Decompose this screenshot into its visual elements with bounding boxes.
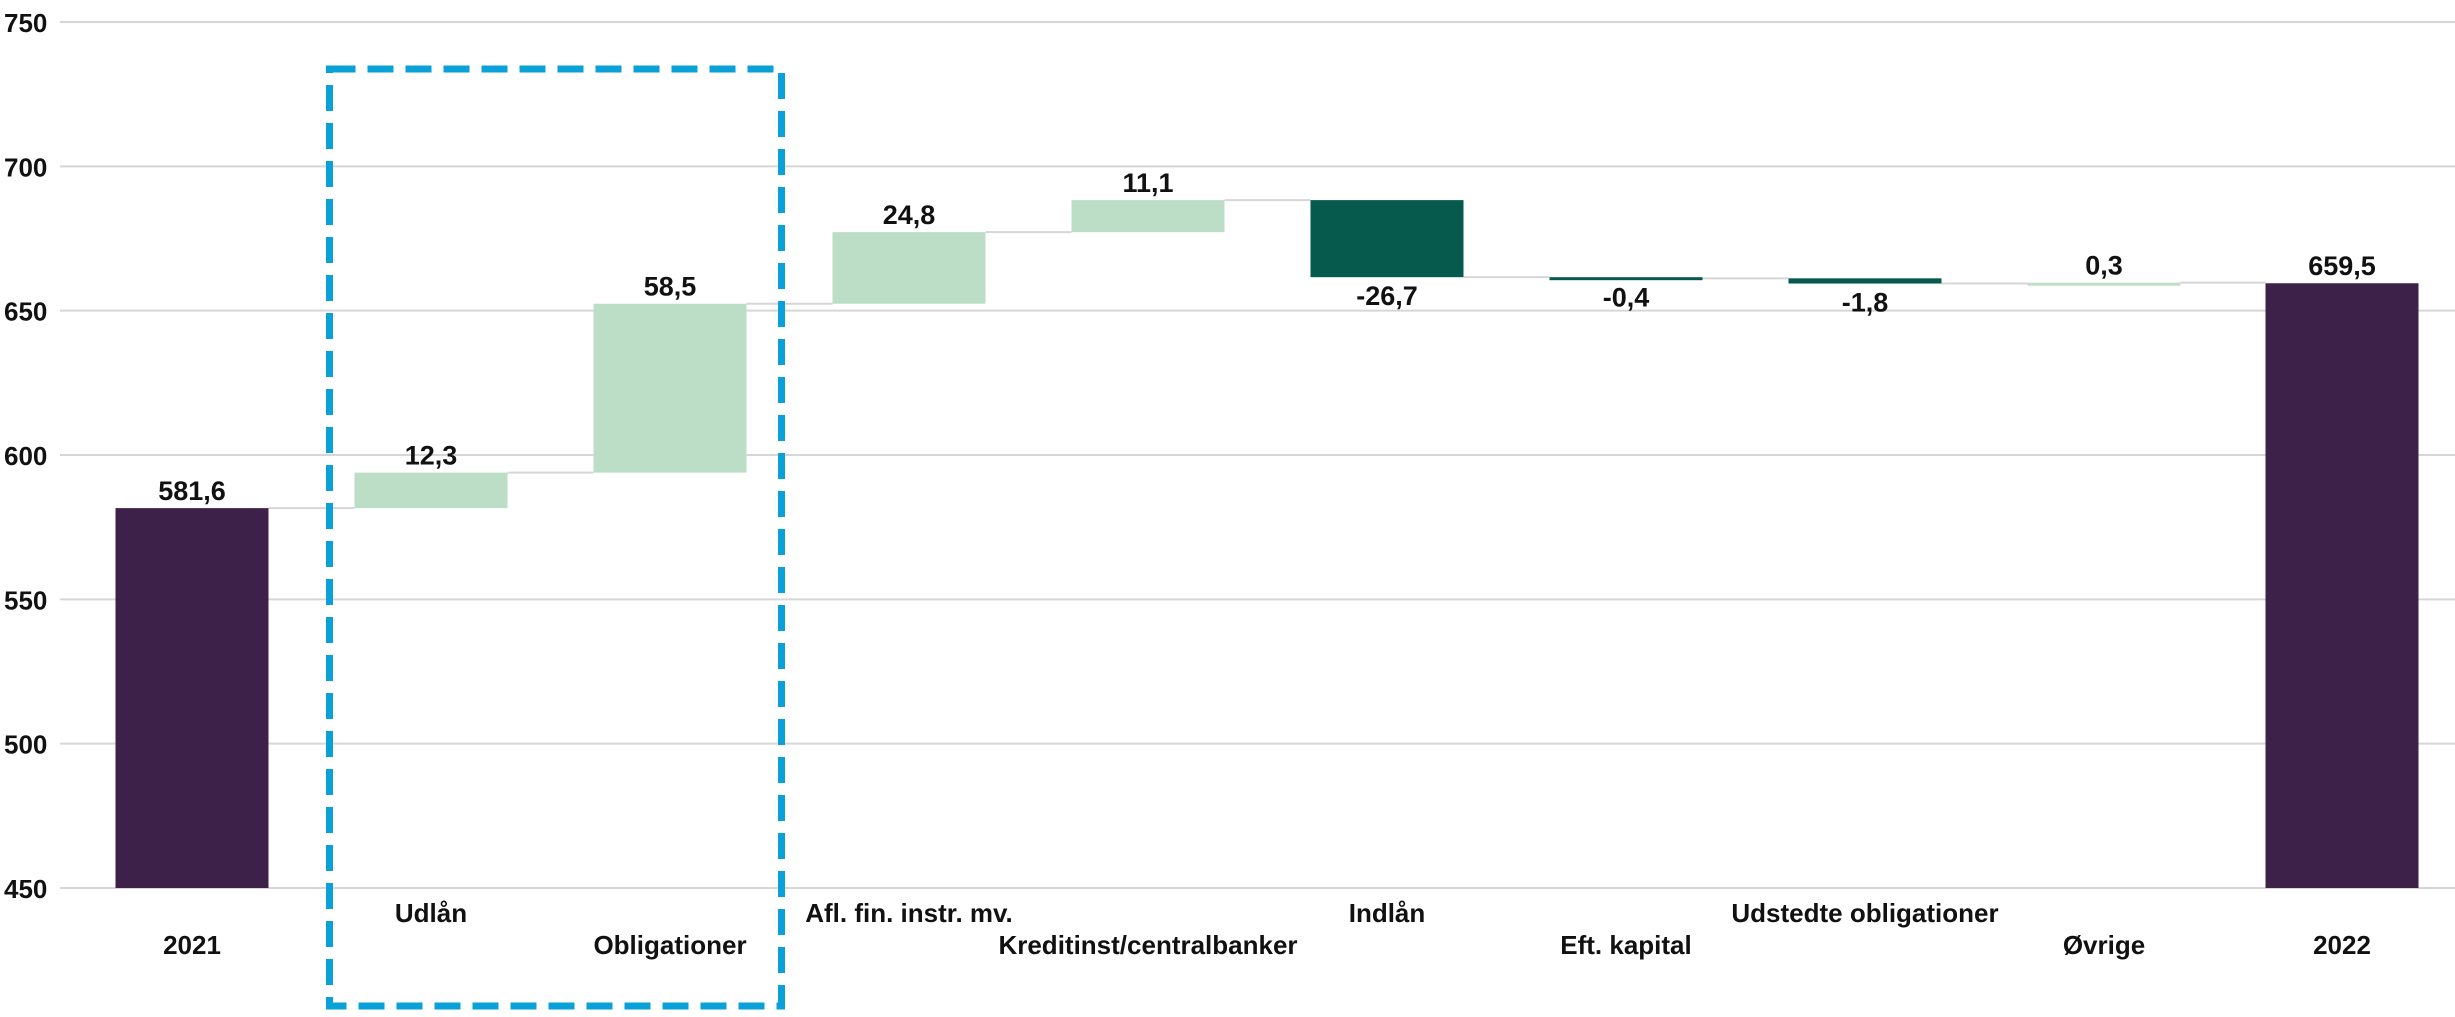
- value-label-eft-kapital: -0,4: [1603, 282, 1650, 312]
- value-label-øvrige: 0,3: [2085, 251, 2123, 281]
- y-tick-label: 750: [4, 8, 47, 38]
- y-tick-label: 600: [4, 441, 47, 471]
- y-tick-label: 700: [4, 152, 47, 182]
- bars: [115, 200, 2419, 888]
- value-label-kreditinst-centralbanker: 11,1: [1122, 168, 1173, 198]
- bar-afl-fin-instr-mv: [832, 232, 986, 304]
- x-category-label-2022: 2022: [2313, 930, 2371, 960]
- bar-indlån: [1310, 200, 1464, 278]
- x-category-label-kreditinst-centralbanker: Kreditinst/centralbanker: [998, 930, 1297, 960]
- y-tick-label: 450: [4, 874, 47, 904]
- grid-lines: [60, 21, 2455, 889]
- x-category-label-2021: 2021: [163, 930, 221, 960]
- value-label-2022: 659,5: [2308, 251, 2376, 281]
- highlight-group: [326, 65, 785, 1010]
- x-category-label-afl-fin-instr-mv: Afl. fin. instr. mv.: [805, 898, 1013, 928]
- value-label-afl-fin-instr-mv: 24,8: [883, 200, 936, 230]
- bar-kreditinst-centralbanker: [1071, 200, 1225, 233]
- bar-øvrige: [2027, 282, 2181, 286]
- bar-obligationer: [593, 303, 747, 473]
- bar-2022: [2265, 283, 2419, 888]
- y-tick-label: 650: [4, 297, 47, 327]
- value-labels: 581,6 12,3 58,5 24,8 11,1 -26,7 -0,4 -1,8 0,3 659…: [158, 168, 2376, 506]
- x-category-label-eft-kapital: Eft. kapital: [1560, 930, 1691, 960]
- y-axis: 450 500 550 600 650 700 750: [4, 8, 47, 904]
- value-label-udstedte-obligationer: -1,8: [1842, 288, 1889, 318]
- connector-lines: [268, 199, 2266, 510]
- x-category-label-udlån: Udlån: [395, 898, 467, 928]
- bar-udlån: [354, 472, 508, 509]
- value-label-indlån: -26,7: [1356, 281, 1418, 311]
- x-category-label-obligationer: Obligationer: [593, 930, 746, 960]
- y-tick-label: 500: [4, 730, 47, 760]
- x-axis: 2021 Udlån Obligationer Afl. fin. instr. mv…: [163, 898, 2371, 960]
- value-label-udlån: 12,3: [405, 441, 458, 471]
- bar-2021: [115, 508, 269, 888]
- bar-eft-kapital: [1549, 277, 1703, 281]
- x-category-label-udstedte-obligationer: Udstedte obligationer: [1731, 898, 1998, 928]
- x-category-label-indlån: Indlån: [1349, 898, 1426, 928]
- value-label-obligationer: 58,5: [644, 272, 697, 302]
- highlight-box: [326, 65, 785, 1010]
- bar-udstedte-obligationer: [1788, 278, 1942, 284]
- y-tick-label: 550: [4, 585, 47, 615]
- x-category-label-øvrige: Øvrige: [2063, 930, 2145, 960]
- value-label-2021: 581,6: [158, 476, 226, 506]
